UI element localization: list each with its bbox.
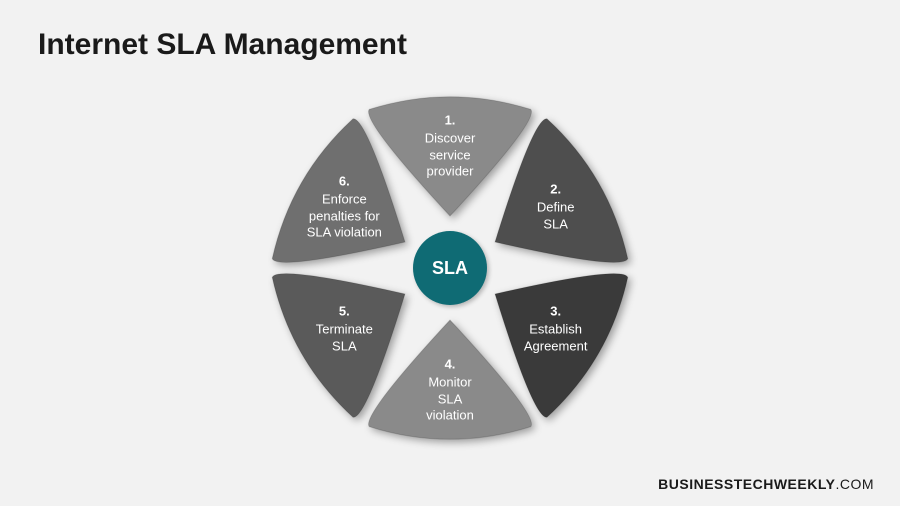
center-hub: SLA: [413, 231, 487, 305]
footer-bold: BUSINESSTECHWEEKLY: [658, 476, 835, 492]
footer-credit: BUSINESSTECHWEEKLY.COM: [658, 476, 874, 492]
diagram-stage: 1.Discoverserviceprovider2.DefineSLA3.Es…: [0, 0, 900, 506]
footer-light: .COM: [835, 476, 874, 492]
